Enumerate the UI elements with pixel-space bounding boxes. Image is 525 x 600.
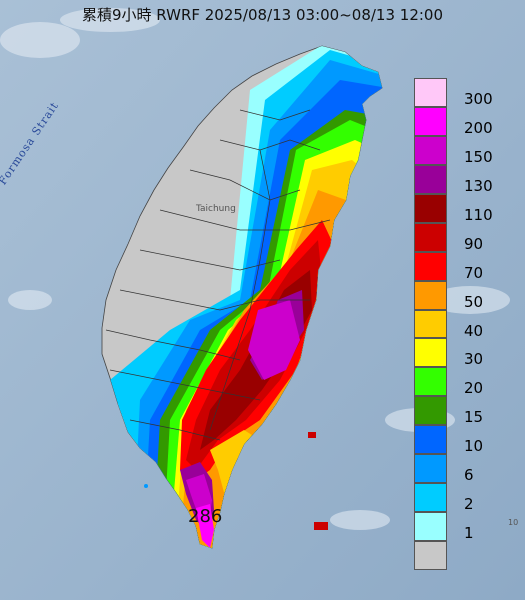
legend-row <box>414 541 496 570</box>
legend-row: 30 <box>414 338 496 369</box>
map-title: 累積9小時 RWRF 2025/08/13 03:00~08/13 12:00 <box>81 6 444 24</box>
city-label: Taichung <box>196 204 236 214</box>
legend-row: 110 <box>414 193 496 224</box>
legend-row: 200 <box>414 106 496 137</box>
legend-swatch <box>414 280 447 310</box>
legend-label: 70 <box>464 263 484 282</box>
legend-swatch <box>414 106 447 136</box>
legend-label: 30 <box>464 350 484 369</box>
legend-row: 300 <box>414 78 496 108</box>
legend-label: 15 <box>464 408 484 427</box>
legend-row: 10 <box>414 425 496 456</box>
legend-label: 130 <box>464 176 493 195</box>
legend-label: 2 <box>464 495 474 514</box>
county-boundaries <box>105 109 331 441</box>
legend-row: 40 <box>414 309 496 340</box>
legend-label: 1 <box>464 524 474 543</box>
legend-swatch <box>414 78 447 107</box>
legend-row: 2 <box>414 483 496 514</box>
legend-swatch <box>414 396 447 426</box>
legend-row: 6 <box>414 454 496 485</box>
legend-swatch <box>414 309 447 339</box>
legend-swatch <box>414 251 447 281</box>
legend-swatch <box>414 425 447 455</box>
edge-label: 10 <box>508 518 519 527</box>
green-island <box>308 432 316 438</box>
legend-label: 50 <box>464 292 484 311</box>
legend-label: 20 <box>464 379 484 398</box>
legend-swatch <box>414 541 447 570</box>
legend-swatch <box>414 338 447 368</box>
legend-row: 130 <box>414 164 496 195</box>
legend-row: 70 <box>414 251 496 282</box>
legend-row: 50 <box>414 280 496 311</box>
legend-label: 150 <box>464 147 493 166</box>
legend-swatch <box>414 483 447 513</box>
max-rainfall-label: 286 <box>188 506 223 527</box>
legend-swatch <box>414 135 447 165</box>
legend-swatch <box>414 164 447 194</box>
orchid-island <box>314 522 328 530</box>
legend-swatch <box>414 454 447 484</box>
legend-row: 90 <box>414 222 496 253</box>
legend-swatch <box>414 512 447 542</box>
legend-label: 110 <box>464 205 493 224</box>
legend-label: 6 <box>464 466 474 485</box>
legend-swatch <box>414 222 447 252</box>
legend-label: 10 <box>464 437 484 456</box>
legend-row: 15 <box>414 396 496 427</box>
legend-row: 1 <box>414 512 496 543</box>
legend-label: 200 <box>464 118 493 137</box>
liuqiu-island <box>144 484 148 488</box>
rainfall-legend: 300 200 150 130 110 90 70 50 40 30 20 15 10 6 2 1 <box>414 78 496 570</box>
legend-label: 90 <box>464 234 484 253</box>
legend-swatch <box>414 367 447 397</box>
legend-swatch <box>414 193 447 223</box>
legend-label: 300 <box>464 90 493 108</box>
legend-row: 20 <box>414 367 496 398</box>
legend-label: 40 <box>464 321 484 340</box>
legend-row: 150 <box>414 135 496 166</box>
